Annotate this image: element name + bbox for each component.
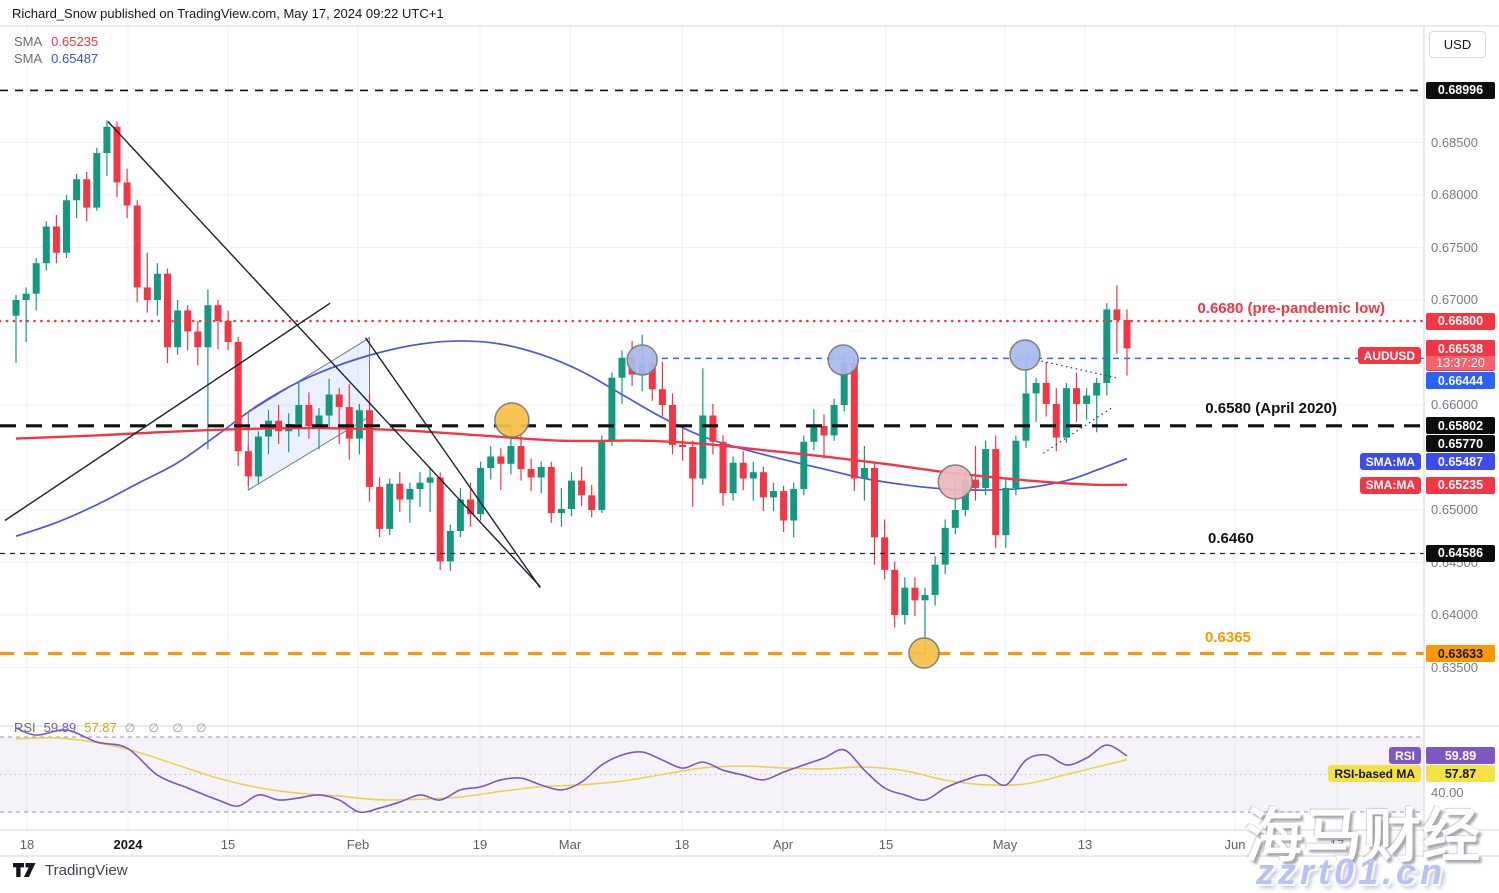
indicator-legend: SMA 0.65235 SMA 0.65487: [14, 33, 98, 67]
sma-blue-value: 0.65487: [51, 51, 99, 66]
tradingview-logo-icon[interactable]: [12, 861, 38, 879]
tradingview-logo-text[interactable]: TradingView: [45, 861, 128, 879]
rsi-label: RSI: [14, 720, 36, 735]
sma-label: SMA: [14, 34, 43, 49]
currency-toggle-button[interactable]: USD: [1429, 31, 1486, 58]
sma-legend-row[interactable]: SMA 0.65487: [14, 50, 98, 67]
sma-legend-row[interactable]: SMA 0.65235: [14, 33, 98, 50]
footer: TradingView: [12, 861, 128, 879]
rsi-hidden-values: ∅ ∅ ∅ ∅: [124, 720, 212, 735]
sma-label: SMA: [14, 51, 43, 66]
rsi-legend[interactable]: RSI 59.89 57.87 ∅ ∅ ∅ ∅: [14, 720, 212, 735]
attribution-text: Richard_Snow published on TradingView.co…: [12, 6, 444, 21]
rsi-ma-value: 57.87: [84, 720, 117, 735]
rsi-value: 59.89: [43, 720, 77, 735]
sma-red-value: 0.65235: [51, 34, 99, 49]
